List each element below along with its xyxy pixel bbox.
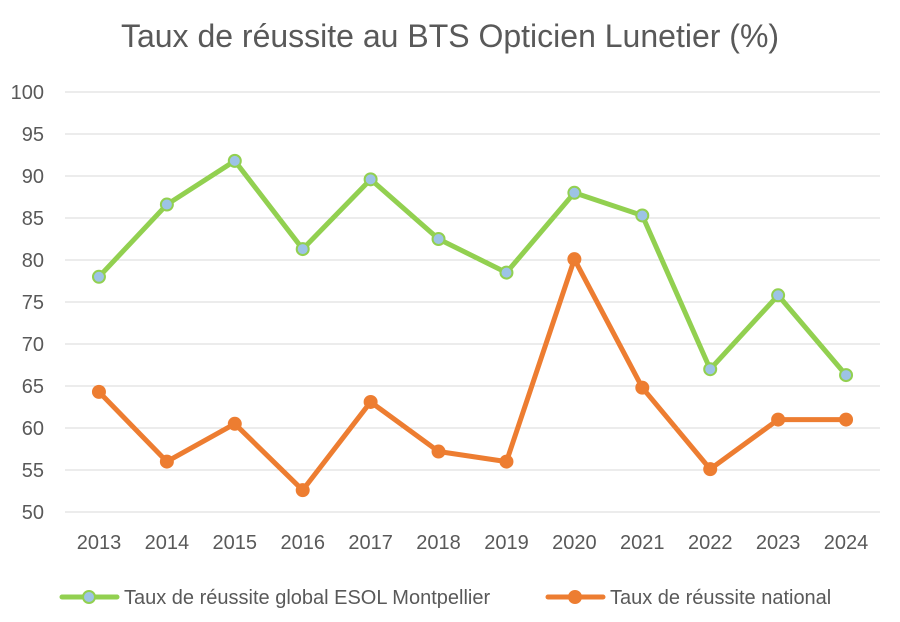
series-2-point xyxy=(227,416,242,431)
x-tick-label: 2013 xyxy=(77,532,122,554)
series-1-point xyxy=(91,269,106,284)
series-1-point xyxy=(499,265,514,280)
chart-title: Taux de réussite au BTS Opticien Lunetie… xyxy=(120,18,780,54)
series-2-point xyxy=(635,380,650,395)
x-tick-label: 2016 xyxy=(280,532,325,554)
series-1-point xyxy=(771,288,786,303)
y-tick-label: 95 xyxy=(22,124,44,146)
series-2-point xyxy=(363,394,378,409)
y-tick-label: 85 xyxy=(22,208,44,230)
y-tick-label: 90 xyxy=(22,166,44,188)
x-tick-label: 2017 xyxy=(348,532,393,554)
y-tick-label: 65 xyxy=(22,376,44,398)
series-1-point xyxy=(363,172,378,187)
series-2-point xyxy=(431,444,446,459)
series-2-point xyxy=(703,462,718,477)
legend-label: Taux de réussite national xyxy=(610,587,831,609)
legend-swatch-marker xyxy=(82,590,96,604)
series-1-point xyxy=(567,185,582,200)
x-tick-label: 2020 xyxy=(552,532,597,554)
series-2-point xyxy=(159,454,174,469)
series-1-point xyxy=(839,368,854,383)
y-tick-label: 80 xyxy=(22,250,44,272)
x-tick-label: 2022 xyxy=(688,532,733,554)
series-2-point xyxy=(839,412,854,427)
legend-label: Taux de réussite global ESOL Montpellier xyxy=(124,587,490,609)
y-tick-label: 55 xyxy=(22,460,44,482)
x-tick-label: 2021 xyxy=(620,532,665,554)
x-tick-label: 2023 xyxy=(756,532,801,554)
series-2-point xyxy=(567,252,582,267)
series-2-point xyxy=(91,384,106,399)
series-2-point xyxy=(499,454,514,469)
series-2-point xyxy=(295,483,310,498)
series-1-point xyxy=(159,197,174,212)
y-tick-label: 60 xyxy=(22,418,44,440)
series-1-point xyxy=(635,208,650,223)
y-tick-label: 75 xyxy=(22,292,44,314)
series-1-point xyxy=(431,232,446,246)
x-tick-label: 2024 xyxy=(824,532,869,554)
series-1-point xyxy=(227,153,242,168)
x-tick-label: 2019 xyxy=(484,532,529,554)
series-line-1 xyxy=(96,158,849,378)
y-tick-label: 100 xyxy=(11,82,44,104)
y-tick-label: 70 xyxy=(22,334,44,356)
series-1-point xyxy=(703,362,718,377)
x-tick-label: 2018 xyxy=(416,532,461,554)
series-line-2 xyxy=(96,256,849,493)
y-tick-label: 50 xyxy=(22,502,44,524)
x-tick-label: 2015 xyxy=(213,532,258,554)
series-1-point xyxy=(295,242,310,257)
series-2-point xyxy=(771,412,786,427)
legend-swatch-marker xyxy=(568,590,582,604)
x-tick-label: 2014 xyxy=(145,532,190,554)
